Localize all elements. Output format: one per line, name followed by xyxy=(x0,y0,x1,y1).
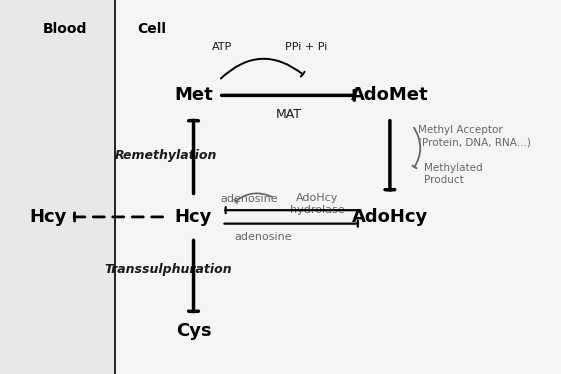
Text: Methylated
Product: Methylated Product xyxy=(424,163,482,185)
Text: Methyl Acceptor
(Protein, DNA, RNA...): Methyl Acceptor (Protein, DNA, RNA...) xyxy=(418,125,531,148)
Text: AdoHcy: AdoHcy xyxy=(352,208,428,226)
Text: Hcy: Hcy xyxy=(175,208,212,226)
Text: ATP: ATP xyxy=(211,42,232,52)
Text: Met: Met xyxy=(174,86,213,104)
Text: adenosine: adenosine xyxy=(235,233,292,242)
Text: AdoHcy
hydrolase: AdoHcy hydrolase xyxy=(289,193,344,215)
Text: Remethylation: Remethylation xyxy=(114,149,217,162)
Bar xyxy=(115,0,561,374)
Text: Transsulphuration: Transsulphuration xyxy=(104,263,232,276)
Text: AdoMet: AdoMet xyxy=(351,86,429,104)
Text: Cell: Cell xyxy=(137,22,167,36)
Text: adenosine: adenosine xyxy=(221,194,278,204)
Text: PPi + Pi: PPi + Pi xyxy=(284,42,327,52)
Text: Blood: Blood xyxy=(42,22,87,36)
Text: MAT: MAT xyxy=(276,108,302,120)
Text: Cys: Cys xyxy=(176,322,211,340)
Text: Hcy: Hcy xyxy=(29,208,66,226)
